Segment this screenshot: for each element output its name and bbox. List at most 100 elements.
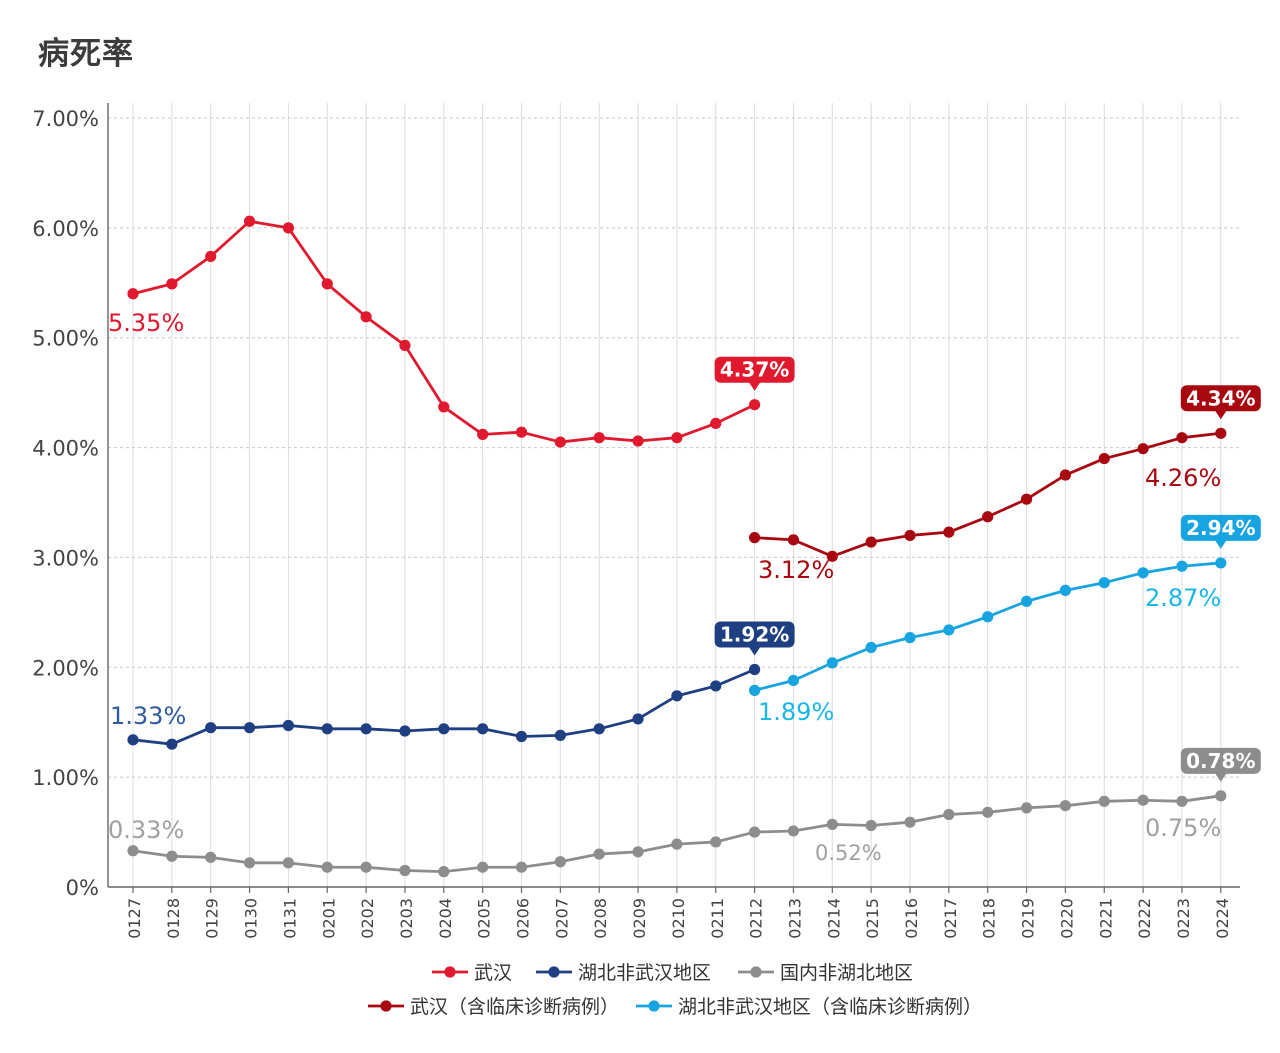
series-4 [749,557,1227,696]
data-point [1059,469,1071,481]
data-point [360,861,372,873]
data-point [1098,452,1110,465]
data-point [1176,560,1188,572]
data-point [282,719,294,732]
legend-item: 武汉 [432,962,512,984]
callout-text: 2.94% [1186,516,1255,540]
series-2 [127,790,1227,878]
data-point [321,278,333,290]
data-point [1020,493,1033,505]
data-point [632,713,644,725]
data-point [1137,794,1149,806]
data-point [205,250,217,263]
x-tick-label: 0130 [242,898,261,939]
x-tick-label: 0206 [514,898,533,939]
data-point [943,526,955,538]
data-point [477,723,489,735]
x-tick-label: 0221 [1096,898,1115,939]
x-tick-label: 0127 [125,898,144,939]
callout-pointer [748,381,761,391]
data-point [749,399,761,411]
data-point [554,729,566,741]
data-point [243,215,256,227]
data-point [593,432,605,444]
callout-text: 0.78% [1186,749,1255,773]
x-tick-label: 0210 [669,898,688,939]
data-point [282,222,294,234]
data-point [515,861,528,873]
x-tick-label: 0128 [164,898,183,939]
data-point [438,723,450,735]
data-point [826,657,838,669]
data-point [1215,557,1227,569]
x-tick-label: 0213 [785,898,804,939]
data-point [166,278,178,290]
data-point [438,866,450,878]
x-tick-label: 0208 [591,898,610,939]
data-point [282,857,294,869]
series-0 [127,215,761,448]
data-point [554,436,566,448]
legend-item: 国内非湖北地区 [738,962,913,984]
legend-item: 湖北非武汉地区 [536,962,711,984]
data-label: 1.89% [758,698,834,726]
series-1 [127,663,761,750]
data-point [593,848,605,860]
legend-marker [548,966,560,978]
legend-marker [750,966,762,978]
data-point [865,536,877,548]
y-tick-label: 4.00% [32,437,99,461]
y-tick-label: 6.00% [32,217,99,241]
data-point [865,641,877,654]
data-point [1020,802,1033,814]
data-point [943,624,955,636]
callout-pointer [1214,772,1227,782]
data-point [671,838,683,850]
y-tick-label: 1.00% [32,766,99,790]
data-label: 0.52% [815,841,882,865]
legend-label: 武汉（含临床诊断病例） [410,996,619,1018]
callout-label: 0.78% [1180,747,1261,782]
callout-text: 4.37% [720,358,789,382]
data-point [787,534,800,546]
data-point [438,401,450,413]
data-point [904,816,916,828]
data-point [127,734,139,746]
data-point [243,857,256,869]
x-tick-label: 0212 [747,898,766,939]
callout-box [714,621,795,648]
x-tick-label: 0211 [708,898,727,939]
data-point [1137,567,1149,579]
data-label: 2.87% [1145,584,1221,612]
y-tick-label: 3.00% [32,546,99,570]
data-label: 0.33% [108,816,184,844]
data-point [710,836,722,848]
x-tick-label: 0215 [863,898,882,939]
data-point [632,846,644,858]
legend-label: 国内非湖北地区 [780,962,913,984]
data-point [749,826,761,838]
legend-marker [380,1000,392,1012]
legend-label: 武汉 [474,962,512,984]
chart-title: 病死率 [38,36,134,72]
data-point [166,850,178,862]
callout-pointer [748,646,761,656]
data-point [477,861,489,873]
data-point [515,426,528,438]
data-point [1137,443,1149,455]
data-label: 3.12% [758,556,834,584]
data-point [243,722,256,734]
data-label: 1.33% [110,702,186,730]
data-point [943,808,955,821]
x-tick-label: 0204 [436,898,455,939]
data-point [904,632,916,644]
data-label: 0.75% [1145,814,1221,842]
data-point [321,861,333,873]
callout-box [1180,514,1261,541]
data-point [1176,432,1188,444]
data-point [671,432,683,444]
data-label: 4.26% [1145,464,1221,492]
data-point [982,806,994,818]
